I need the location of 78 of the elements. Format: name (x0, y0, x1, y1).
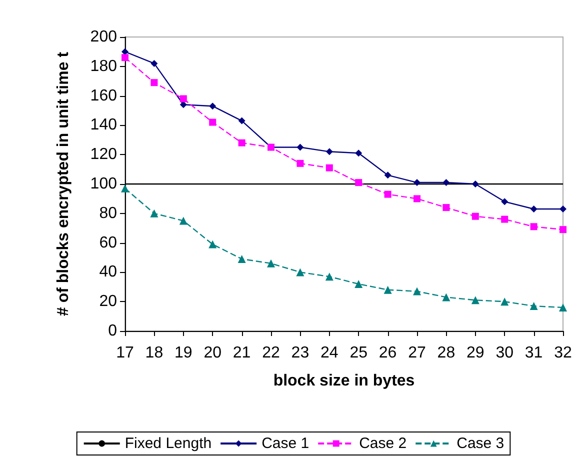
x-tick-label: 18 (145, 344, 164, 362)
legend-label: Case 3 (456, 435, 504, 452)
point (384, 190, 392, 198)
point (472, 180, 479, 188)
point (122, 54, 128, 62)
y-tick-label: 80 (99, 204, 118, 222)
x-tick-label: 22 (262, 344, 280, 362)
legend-label: Fixed Length (124, 435, 212, 452)
x-tick-label: 17 (116, 344, 134, 362)
point (384, 172, 392, 179)
point (414, 195, 420, 202)
x-tick-label: 32 (554, 344, 572, 362)
point (442, 179, 450, 186)
point (442, 293, 450, 302)
point (180, 95, 187, 102)
point (530, 223, 538, 230)
y-tick-label: 20 (99, 293, 118, 310)
point (530, 205, 538, 212)
point (238, 254, 246, 263)
y-tick-label: 0 (108, 322, 118, 340)
x-tick-label: 29 (466, 344, 484, 362)
point (150, 79, 158, 86)
point (559, 303, 567, 312)
x-tick-label: 24 (320, 344, 338, 362)
point (472, 212, 479, 220)
point (209, 118, 216, 126)
x-tick-label: 31 (524, 344, 543, 362)
y-tick-label: 100 (90, 176, 118, 192)
x-tick-label: 23 (291, 344, 310, 362)
x-tick-label: 20 (204, 344, 222, 362)
point (471, 296, 480, 304)
point (180, 101, 187, 108)
point (413, 287, 421, 296)
point (414, 179, 420, 186)
point (238, 117, 246, 124)
legend-label: Case 2 (359, 435, 407, 452)
y-tick-label: 40 (99, 264, 118, 281)
y-axis-title: # of blocks encrypted in unit time t (55, 51, 72, 316)
point (560, 205, 566, 212)
point (179, 216, 188, 225)
legend-label: Case 1 (262, 435, 310, 452)
x-tick-label: 21 (232, 344, 251, 362)
point (355, 150, 362, 157)
point (500, 298, 509, 306)
point (296, 144, 304, 151)
point (326, 164, 333, 172)
x-tick-label: 27 (408, 344, 426, 362)
point (384, 286, 392, 294)
point (501, 216, 508, 223)
point (296, 268, 304, 276)
point (267, 259, 275, 268)
point (238, 139, 246, 146)
x-tick-label: 19 (174, 344, 192, 362)
y-tick-label: 160 (90, 87, 118, 104)
point (530, 302, 538, 310)
y-tick-label: 60 (99, 234, 118, 252)
y-tick-label: 200 (90, 28, 118, 46)
point (501, 198, 508, 206)
point (326, 148, 333, 156)
x-tick-label: 25 (350, 344, 368, 362)
point (442, 204, 450, 212)
y-tick-label: 140 (90, 116, 118, 134)
point (150, 209, 158, 218)
x-axis-title: block size in bytes (273, 372, 415, 390)
x-tick-label: 28 (437, 344, 456, 362)
x-tick-label: 30 (496, 344, 514, 362)
point (560, 226, 566, 234)
point (209, 102, 216, 110)
point (150, 60, 158, 67)
point (354, 280, 363, 288)
x-tick-label: 26 (378, 344, 397, 362)
point (208, 240, 217, 248)
point (296, 160, 304, 167)
point (325, 272, 334, 281)
y-tick-label: 180 (90, 58, 118, 75)
point (122, 48, 128, 56)
y-tick-label: 120 (90, 146, 118, 164)
point (355, 179, 362, 186)
